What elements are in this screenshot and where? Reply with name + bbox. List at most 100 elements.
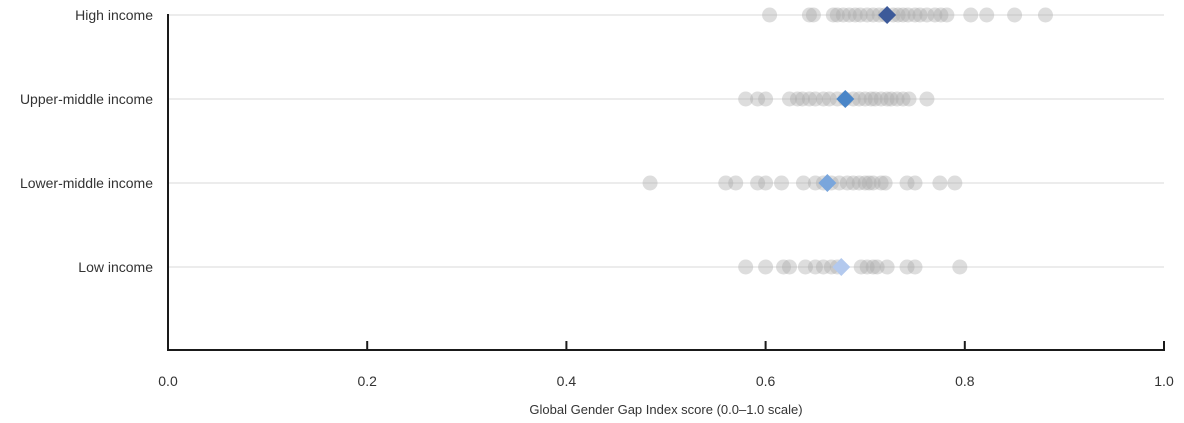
data-point [873, 175, 889, 191]
data-point [845, 175, 861, 191]
data-point [789, 91, 805, 107]
x-tick-label: 1.0 [1154, 373, 1174, 389]
data-point [883, 91, 899, 107]
data-point [805, 7, 821, 23]
average-markers [818, 6, 897, 276]
data-points [642, 7, 1053, 275]
data-point [853, 259, 869, 275]
data-point [776, 259, 792, 275]
x-axis-title: Global Gender Gap Index score (0.0–1.0 s… [529, 402, 802, 417]
category-labels: High income Upper-middle income Lower-midd… [20, 7, 153, 275]
data-point [829, 7, 845, 23]
data-point [728, 175, 744, 191]
data-point [801, 7, 817, 23]
data-point [758, 259, 774, 275]
data-point [900, 7, 916, 23]
data-point [807, 91, 823, 107]
data-point [912, 7, 928, 23]
data-point [801, 91, 817, 107]
data-point [869, 259, 885, 275]
data-point [825, 7, 841, 23]
data-point [859, 259, 875, 275]
data-point [879, 91, 895, 107]
data-point [907, 7, 923, 23]
category-label: Lower-middle income [20, 175, 153, 191]
data-point [877, 175, 893, 191]
data-point [847, 7, 863, 23]
data-point [831, 175, 847, 191]
category-label: High income [75, 7, 153, 23]
data-point [863, 91, 879, 107]
data-point [890, 7, 906, 23]
data-point [807, 259, 823, 275]
data-point [865, 7, 881, 23]
data-point [758, 91, 774, 107]
data-point [907, 259, 923, 275]
data-point [738, 91, 754, 107]
data-point [718, 175, 734, 191]
data-point [895, 91, 911, 107]
average-marker [878, 6, 897, 24]
data-point [927, 7, 943, 23]
data-point [901, 91, 917, 107]
x-tick-label: 0.0 [158, 373, 178, 389]
data-point [738, 259, 754, 275]
data-point [782, 259, 798, 275]
data-point [939, 7, 955, 23]
data-point [794, 91, 810, 107]
data-point [857, 91, 873, 107]
data-point [879, 259, 895, 275]
data-point [815, 259, 831, 275]
data-point [762, 7, 778, 23]
average-marker [818, 174, 837, 192]
data-point [932, 175, 948, 191]
data-point [865, 175, 881, 191]
average-marker [832, 258, 851, 276]
data-point [782, 91, 798, 107]
data-point [859, 7, 875, 23]
data-point [873, 91, 889, 107]
data-point [750, 175, 766, 191]
data-point [642, 175, 658, 191]
data-point [979, 7, 995, 23]
data-point [899, 175, 915, 191]
data-point [852, 7, 868, 23]
data-point [841, 7, 857, 23]
data-point [750, 91, 766, 107]
data-point [774, 175, 790, 191]
data-point [823, 259, 839, 275]
average-marker [836, 90, 855, 108]
gridlines [168, 14, 1164, 268]
data-point [899, 259, 915, 275]
data-point [857, 175, 873, 191]
category-label: Upper-middle income [20, 91, 153, 107]
data-point [797, 259, 813, 275]
data-point [861, 175, 877, 191]
x-tick-label: 0.6 [756, 373, 776, 389]
data-point [963, 7, 979, 23]
data-point [865, 259, 881, 275]
x-tick-label: 0.2 [357, 373, 377, 389]
data-point [839, 175, 855, 191]
category-label: Low income [78, 259, 153, 275]
data-point [919, 7, 935, 23]
x-tick-label: 0.4 [557, 373, 577, 389]
data-point [895, 7, 911, 23]
data-point [851, 175, 867, 191]
data-point [758, 175, 774, 191]
data-point [1007, 7, 1023, 23]
data-point [795, 175, 811, 191]
data-point [821, 91, 837, 107]
axes [167, 14, 1165, 351]
data-point [807, 175, 823, 191]
data-point [867, 91, 883, 107]
data-point [933, 7, 949, 23]
data-point [835, 7, 851, 23]
data-point [907, 175, 923, 191]
data-point [947, 175, 963, 191]
data-point [815, 91, 831, 107]
data-point [952, 259, 968, 275]
data-point [889, 91, 905, 107]
data-point [919, 91, 935, 107]
